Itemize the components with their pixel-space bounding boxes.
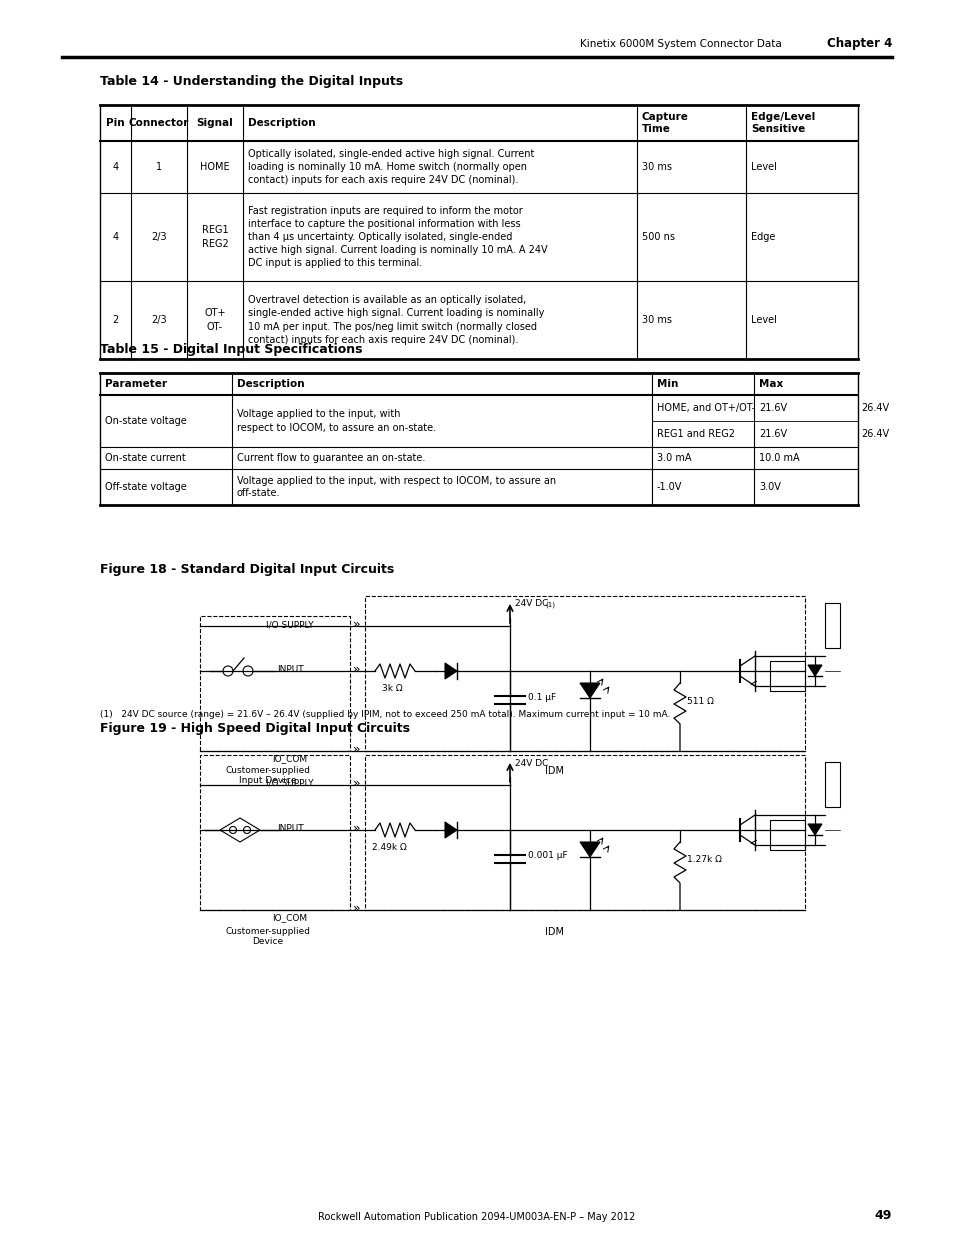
Text: »: »: [353, 902, 360, 914]
Bar: [365, 597, 804, 751]
Text: Rockwell Automation Publication 2094-UM003A-EN-P – May 2012: Rockwell Automation Publication 2094-UM0…: [318, 1212, 635, 1221]
Text: 2/3: 2/3: [151, 232, 167, 242]
Text: REG1 and REG2: REG1 and REG2: [657, 429, 734, 438]
Text: IDM: IDM: [545, 766, 564, 776]
Polygon shape: [444, 663, 456, 679]
Text: I/O SUPPLY: I/O SUPPLY: [266, 620, 314, 629]
Text: 49: 49: [874, 1209, 891, 1221]
Text: Current flow to guarantee an on-state.: Current flow to guarantee an on-state.: [236, 453, 425, 463]
Text: INPUT: INPUT: [276, 664, 303, 674]
Text: Voltage applied to the input, with
respect to IOCOM, to assure an on-state.: Voltage applied to the input, with respe…: [236, 409, 436, 432]
Text: Level: Level: [750, 315, 776, 325]
Text: Min: Min: [657, 379, 678, 389]
Text: On-state current: On-state current: [105, 453, 186, 463]
Text: Input Device: Input Device: [239, 776, 296, 785]
Text: 2/3: 2/3: [151, 315, 167, 325]
Text: 3.0 mA: 3.0 mA: [657, 453, 691, 463]
Bar: [769, 820, 804, 850]
Text: I/O SUPPLY: I/O SUPPLY: [266, 779, 314, 788]
Text: -1.0V: -1.0V: [657, 482, 681, 492]
Text: Voltage applied to the input, with respect to IOCOM, to assure an
off-state.: Voltage applied to the input, with respe…: [236, 475, 556, 499]
Text: 511 Ω: 511 Ω: [686, 697, 713, 705]
Text: HOME, and OT+/OT-: HOME, and OT+/OT-: [657, 403, 755, 412]
Text: IDM: IDM: [545, 927, 564, 937]
Text: IO_COM: IO_COM: [273, 913, 307, 923]
Text: »: »: [353, 777, 360, 789]
Text: 1.27k Ω: 1.27k Ω: [686, 856, 721, 864]
Text: 0.001 μF: 0.001 μF: [527, 851, 567, 861]
Text: »: »: [353, 618, 360, 631]
Text: Customer-supplied: Customer-supplied: [225, 766, 310, 776]
Text: Optically isolated, single-ended active high signal. Current
loading is nominall: Optically isolated, single-ended active …: [248, 148, 534, 185]
Text: (1): (1): [544, 601, 555, 608]
Bar: [824, 603, 840, 648]
Text: 30 ms: 30 ms: [641, 315, 671, 325]
Text: Overtravel detection is available as an optically isolated,
single-ended active : Overtravel detection is available as an …: [248, 295, 544, 345]
Text: 2: 2: [112, 315, 118, 325]
Text: Device: Device: [253, 937, 283, 946]
Text: Fast registration inputs are required to inform the motor
interface to capture t: Fast registration inputs are required to…: [248, 205, 547, 268]
Text: Chapter 4: Chapter 4: [825, 37, 891, 51]
Text: Connector: Connector: [129, 119, 189, 128]
Text: Description: Description: [248, 119, 315, 128]
Bar: [769, 661, 804, 692]
Polygon shape: [807, 824, 821, 835]
Text: Description: Description: [236, 379, 304, 389]
Polygon shape: [579, 683, 599, 698]
Polygon shape: [807, 664, 821, 676]
Text: Capture
Time: Capture Time: [641, 112, 688, 133]
Bar: [824, 762, 840, 806]
Text: 21.6V: 21.6V: [759, 429, 786, 438]
Text: INPUT: INPUT: [276, 824, 303, 832]
Text: 4: 4: [112, 232, 118, 242]
Text: »: »: [353, 662, 360, 676]
Text: REG1
REG2: REG1 REG2: [201, 226, 228, 248]
Text: 24V DC: 24V DC: [515, 758, 548, 767]
Text: On-state voltage: On-state voltage: [105, 416, 187, 426]
Text: OT+
OT-: OT+ OT-: [204, 309, 226, 332]
Text: Off-state voltage: Off-state voltage: [105, 482, 187, 492]
Text: Edge: Edge: [750, 232, 775, 242]
Bar: [200, 616, 350, 751]
Text: Table 15 - Digital Input Specifications: Table 15 - Digital Input Specifications: [100, 343, 362, 356]
Polygon shape: [444, 823, 456, 839]
Text: Max: Max: [759, 379, 782, 389]
Text: 500 ns: 500 ns: [641, 232, 675, 242]
Text: Pin: Pin: [106, 119, 125, 128]
Text: Level: Level: [750, 162, 776, 172]
Text: 1: 1: [155, 162, 162, 172]
Text: 30 ms: 30 ms: [641, 162, 671, 172]
Text: 26.4V: 26.4V: [861, 429, 888, 438]
Text: Signal: Signal: [196, 119, 233, 128]
Text: HOME: HOME: [200, 162, 230, 172]
Text: 2.49k Ω: 2.49k Ω: [372, 844, 406, 852]
Text: IO_COM: IO_COM: [273, 755, 307, 763]
Text: 3.0V: 3.0V: [759, 482, 781, 492]
Text: Kinetix 6000M System Connector Data: Kinetix 6000M System Connector Data: [579, 40, 781, 49]
Text: 3k Ω: 3k Ω: [381, 684, 402, 693]
Text: Table 14 - Understanding the Digital Inputs: Table 14 - Understanding the Digital Inp…: [100, 75, 403, 88]
Text: Figure 18 - Standard Digital Input Circuits: Figure 18 - Standard Digital Input Circu…: [100, 563, 394, 576]
Text: »: »: [353, 821, 360, 835]
Text: 21.6V: 21.6V: [759, 403, 786, 412]
Text: Edge/Level
Sensitive: Edge/Level Sensitive: [750, 112, 815, 133]
Polygon shape: [579, 842, 599, 857]
Bar: [200, 755, 350, 910]
Text: 10.0 mA: 10.0 mA: [759, 453, 799, 463]
Text: 4: 4: [112, 162, 118, 172]
Text: (1)   24V DC source (range) = 21.6V – 26.4V (supplied by IPIM, not to exceed 250: (1) 24V DC source (range) = 21.6V – 26.4…: [100, 710, 670, 719]
Text: 0.1 μF: 0.1 μF: [527, 693, 556, 701]
Text: Customer-supplied: Customer-supplied: [225, 927, 310, 936]
Text: 24V DC: 24V DC: [515, 599, 548, 609]
Bar: [365, 755, 804, 910]
Text: Parameter: Parameter: [105, 379, 167, 389]
Text: »: »: [353, 742, 360, 756]
Text: 26.4V: 26.4V: [861, 403, 888, 412]
Text: Figure 19 - High Speed Digital Input Circuits: Figure 19 - High Speed Digital Input Cir…: [100, 722, 410, 735]
